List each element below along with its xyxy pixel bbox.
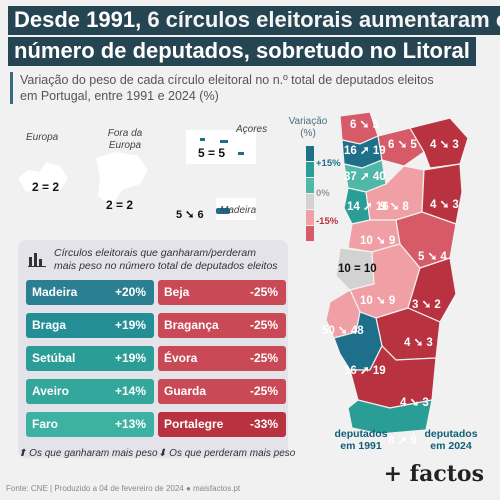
variation-legend-title: Variação (%) [288, 116, 328, 139]
variation-label-minus15: -15% [316, 216, 339, 227]
chart-subtitle: Variação do peso de cada círculo eleitor… [10, 72, 450, 104]
gained-row: Setúbal +19% [26, 346, 154, 371]
map-label-lisboa: 50 ➘ 48 [322, 325, 364, 337]
map-label-santarem: 10 ➘ 9 [360, 295, 395, 307]
map-label-faro: 8 ➚ 9 [388, 435, 417, 447]
gained-row-name: Aveiro [32, 384, 69, 398]
lost-row-name: Guarda [164, 384, 207, 398]
europa-label: Europa [26, 132, 59, 143]
map-label-beja: 4 ➘ 3 [400, 397, 429, 409]
lost-row-value: -25% [249, 384, 278, 398]
lost-row-name: Évora [164, 351, 198, 365]
callout-1991: deputados em 1991 [334, 428, 388, 452]
gained-row-name: Braga [32, 318, 67, 332]
source-note: Fonte: CNE | Produzido a 04 de fevereiro… [6, 484, 241, 493]
variation-scale [306, 146, 314, 241]
gained-row-name: Madeira [32, 285, 78, 299]
fora-europa-label: Fora da Europa [107, 128, 143, 151]
legend-gained-text: Os que ganharam mais peso [29, 448, 158, 459]
lost-row-name: Beja [164, 285, 190, 299]
gained-row: Madeira +20% [26, 280, 154, 305]
gained-row-name: Setúbal [32, 351, 76, 365]
district-portalegre [407, 257, 457, 323]
madeira-label: Madeira [220, 205, 257, 216]
map-label-evora: 4 ➘ 3 [404, 337, 433, 349]
acores-island [238, 152, 244, 155]
gained-row-value: +13% [114, 417, 146, 431]
lost-row: Évora -25% [158, 346, 286, 371]
lost-row: Bragança -25% [158, 313, 286, 338]
district-vila-real [377, 127, 425, 167]
legend-lost: ⬇ Os que perderam mais peso [158, 448, 296, 459]
title-part-1: Desde 1991, [14, 7, 142, 32]
map-label-setubal: 16 ➚ 19 [344, 365, 386, 377]
portugal-map: 6 ➘ 5 16 ➚ 19 6 ➘ 5 4 ➘ 3 37 ➚ 40 14 ➚ 1… [322, 111, 469, 447]
madeira-island [216, 208, 230, 214]
fora-europa-value: 2 = 2 [106, 198, 134, 212]
gained-row-value: +14% [114, 384, 146, 398]
map-label-portalegre: 3 ➘ 2 [412, 299, 441, 311]
map-label-coimbra: 10 ➘ 9 [360, 235, 395, 247]
gained-row-value: +19% [114, 351, 146, 365]
district-faro [347, 399, 433, 435]
title-part-2: 6 círculos eleitorais aumentaram o [147, 7, 500, 32]
title-line-1: Desde 1991, 6 círculos eleitorais aument… [8, 6, 500, 35]
ranking-panel: Círculos eleitorais que ganharam/perdera… [18, 240, 288, 458]
legend-lost-text: Os que perderam mais peso [169, 448, 296, 459]
insets-background [18, 130, 256, 220]
variation-label-zero: 0% [316, 188, 330, 199]
lost-row: Guarda -25% [158, 379, 286, 404]
map-label-porto: 37 ➚ 40 [344, 171, 386, 183]
variation-label-plus15: +15% [316, 158, 341, 169]
gained-row-value: +19% [114, 318, 146, 332]
map-label-braga: 16 ➚ 19 [344, 145, 386, 157]
map-label-guarda: 4 ➘ 3 [430, 199, 459, 211]
europa-silhouette [18, 162, 68, 192]
panel-heading-text: Círculos eleitorais que ganharam/perdera… [54, 247, 278, 272]
variation-legend: Variação (%) +15% 0% -15% [284, 116, 341, 246]
gained-row-name: Faro [32, 417, 59, 431]
madeira-value: 5 ➘ 6 [176, 209, 204, 221]
map-label-viana: 6 ➘ 5 [350, 119, 379, 131]
acores-island [220, 140, 228, 143]
lost-row: Beja -25% [158, 280, 286, 305]
lost-row-value: -25% [249, 351, 278, 365]
lost-row-name: Portalegre [164, 417, 224, 431]
map-label-vila-real: 6 ➘ 5 [388, 139, 417, 151]
lost-row-value: -25% [249, 285, 278, 299]
lost-row: Portalegre -33% [158, 412, 286, 437]
bar-chart-icon [28, 253, 46, 267]
map-label-braganca: 4 ➘ 3 [430, 139, 459, 151]
map-label-viseu: 9 ➘ 8 [380, 201, 409, 213]
chart-title: Desde 1991, 6 círculos eleitorais aument… [8, 6, 500, 68]
brand-logo: + factos [383, 461, 484, 487]
map-label-leiria: 10 = 10 [338, 263, 377, 275]
lost-row-value: -25% [249, 318, 278, 332]
district-guarda [421, 163, 463, 225]
legend-gained: ⬆ Os que ganharam mais peso [18, 448, 158, 459]
acores-label: Açores [236, 124, 268, 135]
fora-europa-silhouette [96, 152, 148, 206]
lost-row-name: Bragança [164, 318, 219, 332]
gained-row: Aveiro +14% [26, 379, 154, 404]
callout-2024: deputados em 2024 [424, 428, 478, 452]
map-label-castelo-branco: 5 ➘ 4 [418, 251, 447, 263]
lost-row-value: -33% [249, 417, 278, 431]
gained-row: Faro +13% [26, 412, 154, 437]
europa-value: 2 = 2 [32, 180, 60, 194]
title-line-2: número de deputados, sobretudo no Litora… [8, 37, 476, 66]
acores-island [200, 138, 205, 141]
gained-row-value: +20% [114, 285, 146, 299]
gained-row: Braga +19% [26, 313, 154, 338]
acores-value: 5 = 5 [198, 146, 226, 160]
madeira-box [216, 198, 256, 220]
map-label-aveiro: 14 ➚ 16 [347, 201, 389, 213]
